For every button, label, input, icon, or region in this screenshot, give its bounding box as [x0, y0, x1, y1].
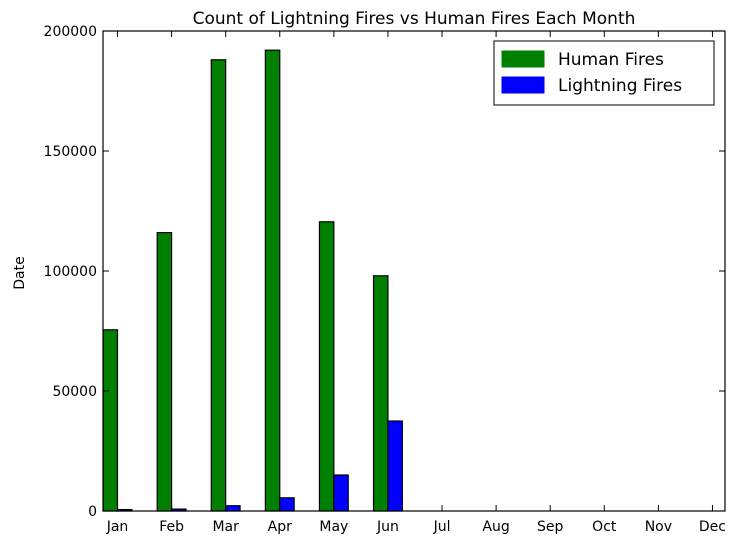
x-tick-label-aug: Aug [482, 519, 509, 535]
bar-lightning-fires-jun [387, 420, 403, 512]
bar-human-fires-jan [102, 329, 119, 512]
x-tick-label-jan: Jan [106, 519, 129, 535]
bar-human-fires-apr [264, 49, 281, 512]
y-tick-label: 150000 [44, 144, 97, 160]
chart-title: Count of Lightning Fires vs Human Fires … [193, 9, 636, 29]
x-tick-label-jun: Jun [376, 519, 399, 535]
x-tick-label-mar: Mar [212, 519, 239, 535]
x-tick-label-may: May [319, 519, 348, 535]
x-tick-label-nov: Nov [645, 519, 672, 535]
y-tick-label: 50000 [52, 384, 97, 400]
bar-lightning-fires-mar [225, 505, 241, 512]
bar-human-fires-may [318, 221, 335, 512]
bar-human-fires-mar [210, 59, 227, 512]
y-tick-label: 200000 [44, 24, 97, 40]
y-tick-label: 0 [88, 504, 97, 520]
bar-human-fires-feb [156, 232, 173, 512]
x-tick-label-dec: Dec [699, 519, 726, 535]
y-tick-label: 100000 [44, 264, 97, 280]
legend-label-lightning-fires: Lightning Fires [558, 76, 682, 96]
plot-area: 0 50000 100000 150000 200000 Jan Feb Mar Apr May J… [44, 24, 726, 535]
bar-lightning-fires-apr [279, 497, 295, 512]
legend-swatch-human-fires [501, 50, 545, 68]
x-tick-label-apr: Apr [268, 519, 292, 535]
bar-lightning-fires-may [333, 474, 349, 512]
bar-human-fires-jun [372, 275, 389, 512]
legend-label-human-fires: Human Fires [558, 50, 664, 70]
x-tick-label-sep: Sep [537, 519, 564, 535]
x-tick-label-feb: Feb [159, 519, 184, 535]
x-tick-label-oct: Oct [592, 519, 617, 535]
y-axis-label: Date [12, 256, 28, 289]
x-tick-label-jul: Jul [433, 519, 451, 535]
legend-swatch-lightning-fires [501, 76, 545, 94]
legend: Human Fires Lightning Fires [493, 40, 715, 106]
